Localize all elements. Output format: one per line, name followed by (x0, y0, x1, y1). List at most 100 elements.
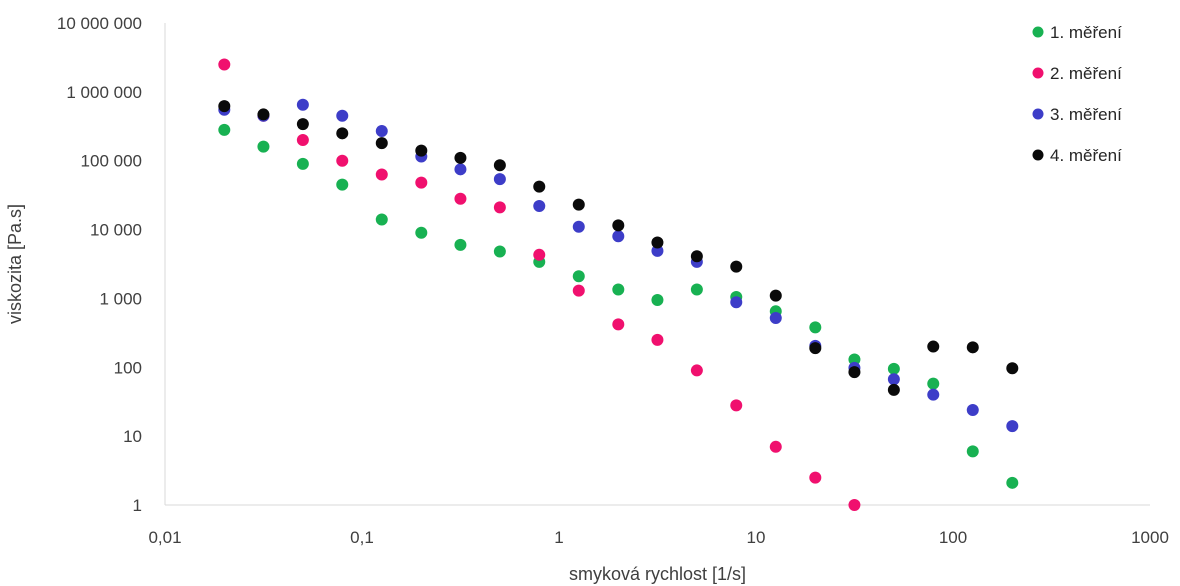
legend-marker (1032, 67, 1044, 79)
data-point (1006, 362, 1019, 375)
y-tick-label: 10 000 (90, 221, 142, 240)
data-point (690, 283, 703, 296)
y-tick-label: 100 (114, 358, 142, 377)
data-point (454, 151, 467, 164)
legend-marker (1032, 26, 1044, 38)
data-point (533, 180, 546, 193)
series-1 (218, 123, 1019, 489)
data-point (966, 445, 979, 458)
data-point (454, 163, 467, 176)
data-point (533, 199, 546, 212)
legend-item: 1. měření (1032, 23, 1122, 42)
data-point (730, 296, 743, 309)
data-point (375, 125, 388, 138)
data-point (848, 366, 861, 379)
data-point (415, 144, 428, 157)
data-point (257, 140, 270, 153)
series-2 (218, 58, 861, 511)
data-point (887, 373, 900, 386)
data-point (375, 137, 388, 150)
data-point (296, 98, 309, 111)
data-point (336, 109, 349, 122)
data-point (493, 245, 506, 258)
data-point (415, 176, 428, 189)
data-point (336, 154, 349, 167)
y-tick-label: 1 000 000 (66, 83, 142, 102)
data-point (612, 230, 625, 243)
legend-marker (1032, 108, 1044, 120)
data-point (296, 133, 309, 146)
data-point (336, 127, 349, 140)
data-point (651, 333, 664, 346)
legend-label: 2. měření (1050, 64, 1122, 83)
data-point (848, 353, 861, 366)
y-tick-label: 1 (133, 496, 142, 515)
legend-label: 1. měření (1050, 23, 1122, 42)
y-axis-title: viskozita [Pa.s] (5, 204, 25, 324)
data-point (809, 342, 822, 355)
data-point (1006, 476, 1019, 489)
legend-label: 4. měření (1050, 146, 1122, 165)
x-tick-label: 0,01 (148, 528, 181, 547)
data-point (415, 226, 428, 239)
x-tick-labels: 0,01 0,1 1 10 100 1000 (148, 528, 1168, 547)
legend-item: 4. měření (1032, 146, 1122, 165)
data-point (651, 236, 664, 249)
legend-marker (1032, 149, 1044, 161)
data-point (218, 100, 231, 113)
data-point (493, 159, 506, 172)
data-point (927, 388, 940, 401)
data-point (612, 283, 625, 296)
y-tick-label: 100 000 (81, 152, 142, 171)
series-4 (218, 100, 1019, 396)
y-tick-label: 10 (123, 427, 142, 446)
data-point (1006, 420, 1019, 433)
data-point (454, 238, 467, 251)
data-point (454, 192, 467, 205)
x-axis-title: smyková rychlost [1/s] (569, 564, 746, 584)
x-tick-label: 100 (939, 528, 967, 547)
series-3 (218, 98, 1019, 433)
axes (164, 23, 1150, 506)
data-point (572, 198, 585, 211)
data-point (572, 270, 585, 283)
data-point (296, 157, 309, 170)
data-point (887, 383, 900, 396)
data-point (493, 173, 506, 186)
data-point (690, 364, 703, 377)
data-point (809, 321, 822, 334)
data-point (218, 123, 231, 136)
data-points (218, 58, 1019, 511)
data-point (769, 311, 782, 324)
legend: 1. měření 2. měření 3. měření 4. měření (1032, 23, 1122, 165)
data-point (730, 399, 743, 412)
legend-item: 2. měření (1032, 64, 1122, 83)
data-point (572, 220, 585, 233)
data-point (651, 244, 664, 257)
x-tick-label: 1000 (1131, 528, 1169, 547)
data-point (690, 250, 703, 263)
legend-label: 3. měření (1050, 105, 1122, 124)
data-point (612, 219, 625, 232)
x-tick-label: 10 (747, 528, 766, 547)
data-point (257, 108, 270, 121)
data-point (533, 248, 546, 261)
y-tick-labels: 1 10 100 1 000 10 000 100 000 1 000 000 10 000 … (57, 14, 142, 515)
data-point (336, 178, 349, 191)
data-point (769, 440, 782, 453)
data-point (769, 289, 782, 302)
data-point (218, 58, 231, 71)
data-point (572, 284, 585, 297)
x-tick-label: 0,1 (350, 528, 374, 547)
data-point (927, 377, 940, 390)
data-point (809, 471, 822, 484)
data-point (296, 118, 309, 131)
data-point (927, 340, 940, 353)
data-point (375, 213, 388, 226)
legend-item: 3. měření (1032, 105, 1122, 124)
data-point (887, 362, 900, 375)
y-tick-label: 10 000 000 (57, 14, 142, 33)
x-tick-label: 1 (554, 528, 563, 547)
data-point (730, 260, 743, 273)
